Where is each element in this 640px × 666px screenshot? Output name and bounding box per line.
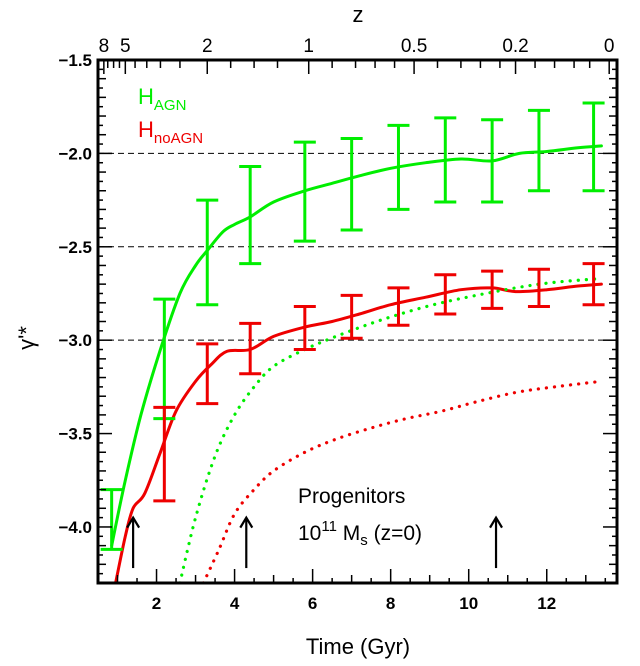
arrow-2-head	[489, 515, 503, 529]
x-tick-label-8: 8	[386, 594, 395, 613]
top-tick-label-8: 8	[99, 36, 110, 57]
top-tick-label-1: 1	[303, 36, 314, 57]
y-tick-label-1: −2.0	[58, 144, 92, 163]
x-axis-title: Time (Gyr)	[306, 634, 410, 659]
annotation-redshift: (z=0)	[368, 522, 422, 545]
annotation-mass-unit: M	[337, 522, 360, 545]
legend-hagn: HAGN	[138, 84, 186, 114]
tick-labels: 2 4 6 8 10 12−1.5−2.0−2.5−3.0−3.5−4.08 5 2 1 0.5 0…	[58, 36, 614, 613]
top-tick-label-0.2: 0.2	[502, 36, 528, 57]
x-tick-label-4: 4	[230, 594, 240, 613]
series-line-hnoagn	[114, 282, 603, 583]
y-tick-label-2: −2.5	[58, 238, 92, 257]
series-line-progenitors-hnoagn	[201, 379, 603, 583]
top-tick-label-0: 0	[604, 36, 615, 57]
top-tick-label-5: 5	[120, 36, 131, 57]
annotation-line2: 1011 Ms (z=0)	[298, 518, 422, 549]
annotation-mass-base: 10	[298, 522, 321, 545]
legend-hnoagn-main: H	[138, 117, 154, 142]
legend-hagn-main: H	[138, 84, 154, 109]
arrow-0-head	[126, 515, 141, 529]
y-axis-title: γ'*	[14, 326, 39, 350]
legend-hagn-sub: AGN	[154, 97, 187, 114]
legend-hnoagn-sub: noAGN	[154, 130, 203, 147]
annotation-line1: Progenitors	[298, 485, 405, 508]
y-tick-label-4: −3.5	[58, 425, 92, 444]
top-tick-label-0.5: 0.5	[401, 36, 427, 57]
progenitor-arrows	[126, 515, 503, 569]
y-tick-label-3: −3.0	[58, 331, 92, 350]
series-line-progenitors-hagn	[178, 276, 603, 583]
series-curves	[110, 144, 603, 583]
legend-hnoagn: HnoAGN	[138, 117, 203, 147]
top-tick-label-2: 2	[202, 36, 213, 57]
arrow-1-head	[239, 515, 254, 529]
annotation-mass-exp: 11	[321, 518, 337, 535]
legend: HAGN HnoAGN	[138, 84, 203, 147]
x-tick-label-2: 2	[152, 594, 161, 613]
y-tick-label-5: −4.0	[58, 518, 92, 537]
x-tick-label-6: 6	[308, 594, 317, 613]
top-axis-title: z	[353, 2, 364, 27]
y-tick-label-0: −1.5	[58, 51, 92, 70]
progenitors-annotation: Progenitors 1011 Ms (z=0)	[298, 485, 422, 549]
error-bars	[100, 101, 605, 551]
axis-ticks	[98, 59, 617, 583]
annotation-mass-sub: s	[360, 532, 368, 549]
x-tick-label-10: 10	[459, 594, 478, 613]
x-tick-label-12: 12	[537, 594, 556, 613]
